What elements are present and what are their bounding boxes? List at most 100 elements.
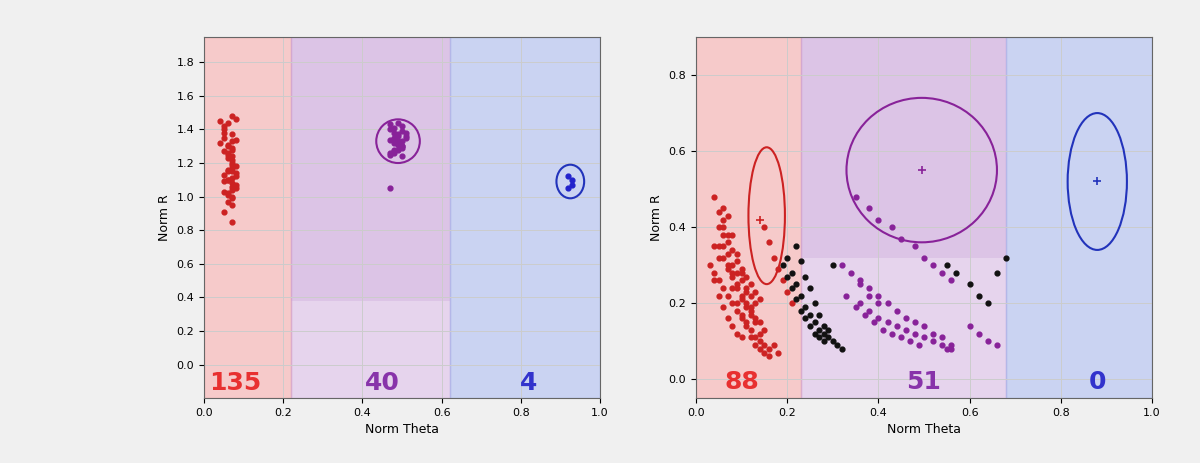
Bar [696,37,800,398]
Point [722,231,742,238]
Point [810,326,829,333]
Point [732,292,751,299]
Point [215,134,234,142]
Point [796,303,815,311]
Point [791,307,810,314]
X-axis label: Norm Theta: Norm Theta [365,424,439,437]
Point [878,319,898,326]
Point [389,146,408,153]
Point [727,269,746,276]
Point [215,188,234,195]
Point [892,334,911,341]
Point [823,338,842,345]
Point [742,311,761,318]
Point [727,330,746,337]
Point [215,129,234,137]
Point [380,151,400,158]
Point [714,254,733,261]
Point [864,319,883,326]
Point [222,146,241,153]
Point [226,185,245,192]
Point [778,254,797,261]
Point [222,161,241,169]
Point [942,276,961,284]
Point [932,334,952,341]
Point [732,311,751,318]
Point [859,307,878,314]
Point [709,254,728,261]
Point [988,341,1007,349]
Point [978,338,997,345]
Point [874,326,893,333]
Point [714,216,733,223]
Point [389,141,408,148]
Point [380,121,400,128]
Point [924,338,943,345]
Point [704,269,724,276]
Point [887,322,906,330]
Point [760,238,779,246]
Point [782,269,802,276]
Text: 4: 4 [520,371,538,395]
Point [810,334,829,341]
Bar [450,37,600,398]
Point [810,311,829,318]
Point [222,194,241,202]
Point [869,292,888,299]
Point [814,338,833,345]
Point [742,334,761,341]
Point [924,262,943,269]
Point [732,269,751,276]
Point [215,208,234,215]
Point [218,191,238,199]
Point [218,143,238,150]
Point [719,292,738,299]
Point [805,300,824,307]
Point [742,326,761,333]
Point [218,176,238,183]
Point [215,122,234,130]
Point [722,246,742,254]
Point [218,176,238,183]
Point [942,345,961,352]
Point [392,153,412,160]
Point [800,322,820,330]
Point [896,315,916,322]
Point [392,144,412,151]
Y-axis label: Norm R: Norm R [650,194,662,241]
Point [218,119,238,126]
Point [742,281,761,288]
Point [727,281,746,288]
Point [384,124,403,131]
Point [764,341,784,349]
Point [800,311,820,318]
Point [396,129,415,137]
Point [828,341,847,349]
Point [745,300,764,307]
Point [823,262,842,269]
Point [742,303,761,311]
Point [960,322,979,330]
Point [737,322,756,330]
Point [787,243,806,250]
Point [714,243,733,250]
Point [222,138,241,145]
Point [392,143,412,150]
Point [932,341,952,349]
Point [700,262,719,269]
Point [389,119,408,126]
Point [389,138,408,145]
Bar [292,37,450,301]
Text: 135: 135 [210,371,262,395]
Point [222,168,241,175]
Point [218,141,238,148]
Text: 40: 40 [365,371,400,395]
Point [901,338,920,345]
Point [787,281,806,288]
Point [905,243,924,250]
Point [851,276,870,284]
Point [846,303,865,311]
Point [937,345,956,352]
Text: 88: 88 [725,370,758,394]
Point [380,185,400,192]
